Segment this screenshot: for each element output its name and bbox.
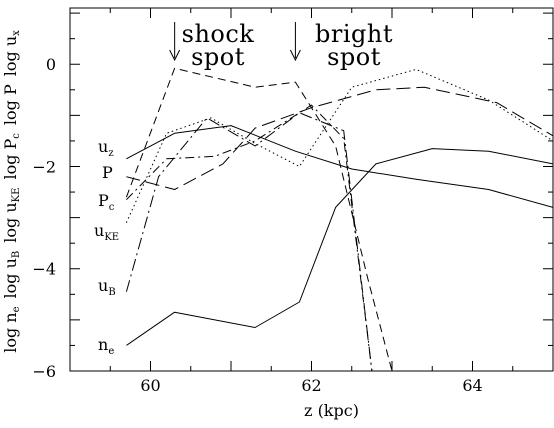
series-label-p: P <box>102 163 113 182</box>
y-axis-title-text: log nelog uBlog uKElog Pclog P​log ux <box>1 30 22 353</box>
y-tick-label: −4 <box>32 260 56 279</box>
y-axis-title: log nelog uBlog uKElog Pclog P​log ux <box>1 30 22 353</box>
series-label-u-b: uB <box>98 276 116 298</box>
series-label-main: P <box>98 191 109 210</box>
series-line-u-ke <box>125 68 553 223</box>
annotation-text: shock <box>182 20 255 48</box>
y-axis-title-sub: c <box>11 133 22 139</box>
series-label-main: u <box>94 221 104 240</box>
x-tick-label: 64 <box>462 376 482 395</box>
x-tick-label: 62 <box>301 376 321 395</box>
plot-frame <box>69 7 554 372</box>
y-axis-title-sub: B <box>11 251 22 258</box>
series-line-n-e <box>126 148 553 346</box>
x-axis-title: z (kpc) <box>304 401 359 420</box>
series-label-p-c: Pc <box>98 191 115 213</box>
y-axis-title-sub: KE <box>11 188 22 203</box>
series-label-u-ke: uKE <box>94 221 119 243</box>
series-label-sub: z <box>108 148 113 159</box>
y-axis-title-main: log u <box>1 202 20 242</box>
series-label-main: P <box>102 163 113 182</box>
series-label-u-z: uz <box>98 137 114 159</box>
y-tick-label: −6 <box>32 362 56 381</box>
y-axis-title-main: log P <box>1 138 20 179</box>
series-line-u-z <box>126 125 553 208</box>
series-label-main: u <box>98 276 108 295</box>
series-label-main: n <box>98 335 108 354</box>
series-group <box>125 67 553 371</box>
axes: 60 62 64 0 −2 −4 −6 <box>32 7 554 395</box>
series-label-sub: c <box>109 202 115 213</box>
y-axis-title-main: log u <box>1 36 20 76</box>
y-tick-label: 0 <box>46 55 56 74</box>
series-label-n-e: ne <box>98 335 114 357</box>
y-axis-title-sub: e <box>11 306 22 312</box>
annotation-text: spot <box>327 43 381 71</box>
annotation-text: spot <box>191 43 245 71</box>
y-tick-label: −2 <box>32 157 56 176</box>
series-label-sub: KE <box>104 232 119 243</box>
y-axis-title-sub: x <box>11 30 22 36</box>
series-line-p-c <box>126 104 373 371</box>
series-line-p <box>126 86 553 190</box>
series-line-u-b <box>125 112 373 371</box>
y-axis-title-main: log u <box>1 258 20 298</box>
y-axis-title-main: log n <box>1 312 20 352</box>
series-line-u-x <box>125 67 393 371</box>
annotation-text: bright <box>315 20 393 48</box>
series-label-main: u <box>98 137 108 156</box>
y-axis-title-main: log P <box>1 84 20 125</box>
annotation-arrowhead <box>169 49 181 62</box>
series-label-sub: e <box>108 346 114 357</box>
x-tick-label: 60 <box>140 376 160 395</box>
annotation-arrowhead <box>289 49 301 62</box>
series-label-sub: B <box>108 287 115 298</box>
